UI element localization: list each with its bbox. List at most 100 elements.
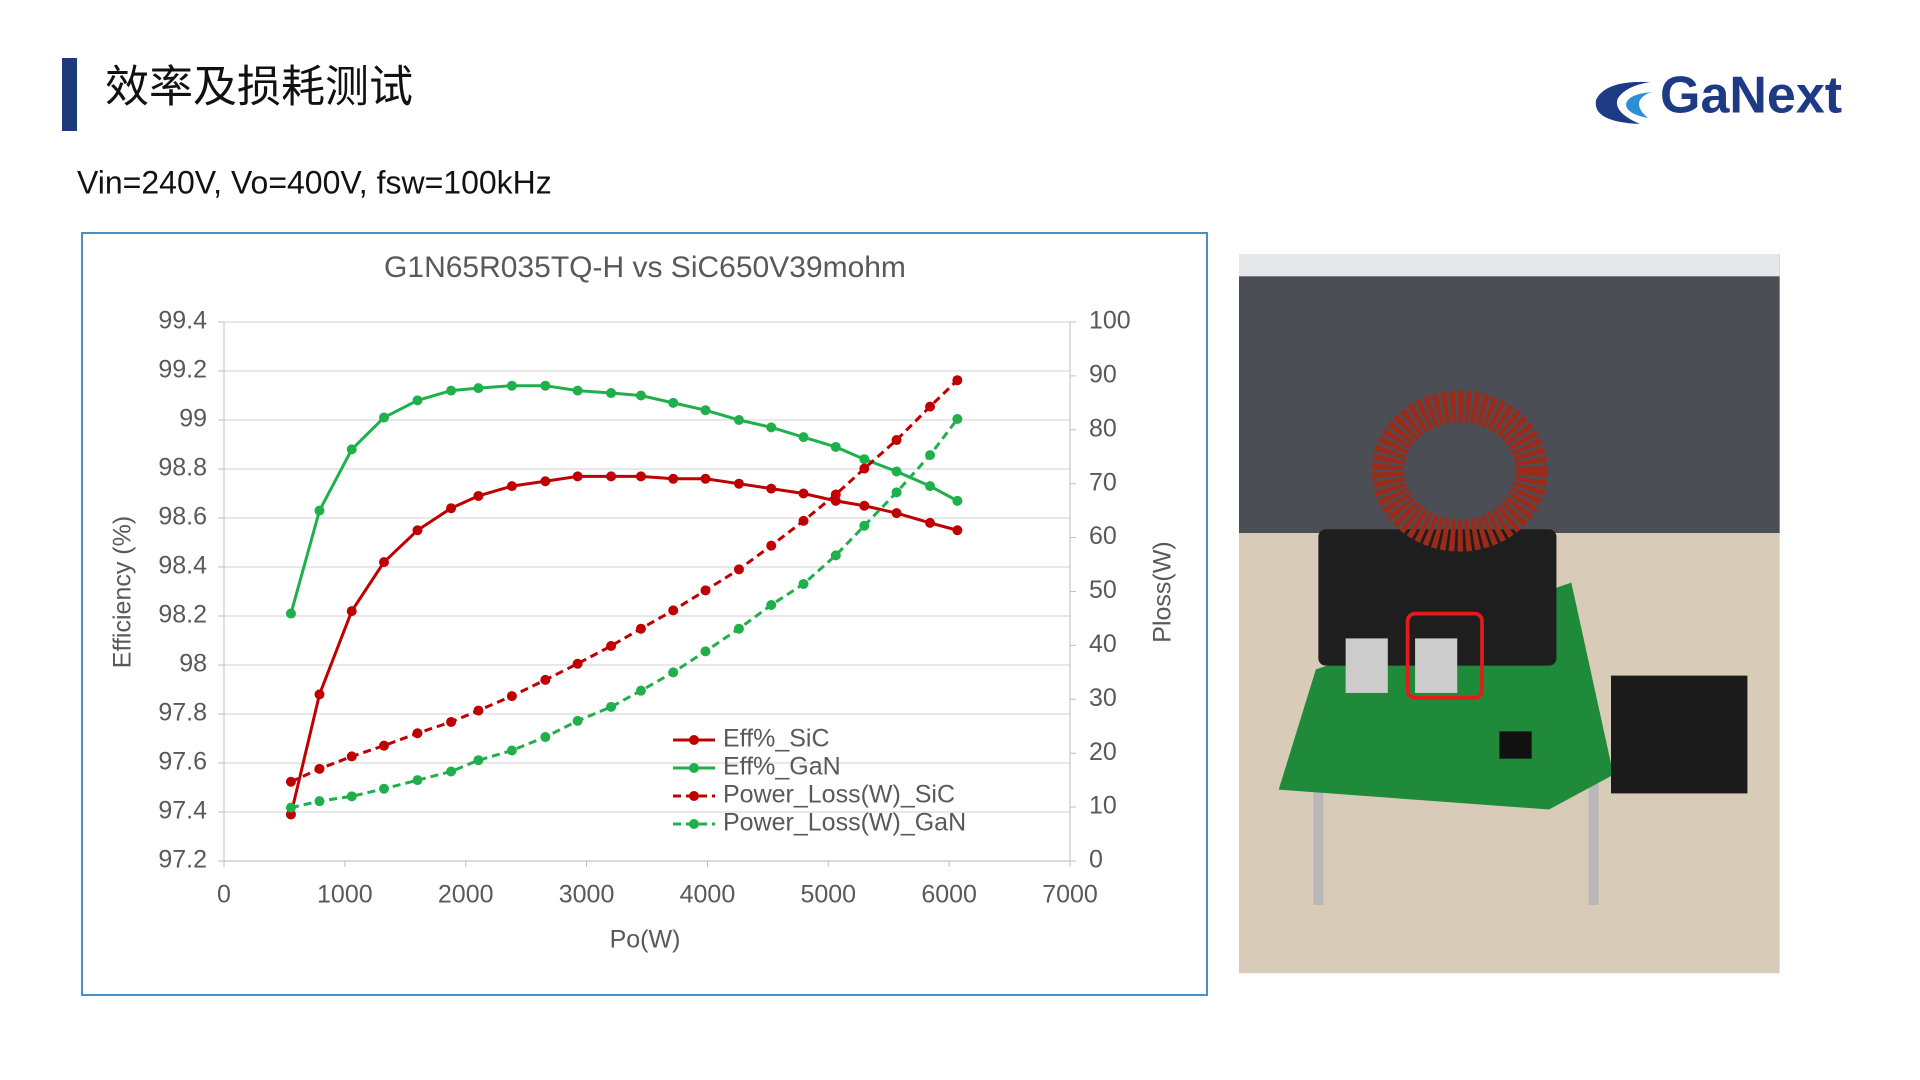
subtitle: Vin=240V, Vo=400V, fsw=100kHz	[77, 164, 552, 200]
x-tick-label: 2000	[438, 881, 494, 909]
data-point	[379, 557, 390, 568]
legend-label: Eff%_GaN	[723, 753, 841, 781]
data-point	[540, 732, 551, 743]
data-point	[733, 623, 744, 634]
data-point	[798, 488, 809, 499]
y-tick-label: 99	[179, 405, 207, 433]
data-point	[606, 471, 617, 482]
y2-tick-label: 60	[1089, 522, 1117, 550]
data-point	[314, 505, 325, 516]
legend-label: Power_Loss(W)_SiC	[723, 781, 955, 809]
data-point	[859, 520, 870, 531]
data-point	[346, 444, 357, 455]
data-point	[506, 481, 517, 492]
data-point	[830, 489, 841, 500]
logo-text: GaNext	[1660, 67, 1842, 125]
data-point	[346, 791, 357, 802]
data-point	[572, 385, 583, 396]
chart-title: G1N65R035TQ-H vs SiC650V39mohm	[384, 251, 906, 284]
x-tick-label: 3000	[559, 881, 615, 909]
y2-tick-label: 0	[1089, 846, 1103, 874]
x-tick-label: 0	[217, 881, 231, 909]
data-point	[766, 599, 777, 610]
x-axis-title: Po(W)	[610, 926, 681, 954]
data-point	[891, 487, 902, 498]
data-point	[733, 564, 744, 575]
data-point	[891, 508, 902, 519]
chart-frame	[81, 232, 1208, 996]
data-point	[668, 605, 679, 616]
photo	[1239, 254, 1780, 974]
series-line	[290, 418, 959, 810]
logo-swoosh	[1626, 92, 1652, 118]
y-tick-label: 98.6	[158, 503, 207, 531]
photo-whiteboard	[1239, 254, 1780, 277]
photo-jack	[1499, 731, 1532, 759]
data-point	[606, 388, 617, 399]
data-point	[830, 550, 841, 561]
y-tick-label: 97.6	[158, 748, 207, 776]
y2-tick-label: 40	[1089, 630, 1117, 658]
data-point	[379, 740, 390, 751]
data-point	[668, 397, 679, 408]
legend-marker	[689, 735, 699, 745]
data-point	[606, 701, 617, 712]
data-point	[859, 463, 870, 474]
x-tick-label: 5000	[800, 881, 856, 909]
photo-transistor	[1415, 638, 1458, 693]
x-tick-label: 7000	[1042, 881, 1098, 909]
data-point	[859, 500, 870, 511]
data-point	[766, 422, 777, 433]
y2-axis-title: Ploss(W)	[1149, 541, 1177, 642]
legend-label: Eff%_SiC	[723, 725, 830, 753]
data-point	[635, 471, 646, 482]
legend-marker	[689, 819, 699, 829]
data-point	[891, 435, 902, 446]
y2-tick-label: 10	[1089, 792, 1117, 820]
data-point	[285, 776, 296, 787]
data-point	[412, 728, 423, 739]
data-point	[379, 783, 390, 794]
photo-leg	[1588, 774, 1599, 905]
data-point	[952, 525, 963, 536]
data-point	[635, 623, 646, 634]
data-point	[540, 380, 551, 391]
logo-swoosh	[1595, 81, 1650, 124]
data-point	[506, 380, 517, 391]
data-point	[540, 674, 551, 685]
data-point	[859, 454, 870, 465]
data-point	[572, 658, 583, 669]
data-point	[952, 495, 963, 506]
data-point	[635, 685, 646, 696]
photo-transistor	[1345, 638, 1388, 693]
data-point	[473, 705, 484, 716]
data-point	[891, 466, 902, 477]
data-point	[700, 585, 711, 596]
y2-tick-label: 30	[1089, 684, 1117, 712]
plot: 97.2 97.4 97.6 97.8 98 98.2 98.4 98.6 98.8 99 99.2…	[158, 307, 1130, 909]
x-tick-label: 6000	[921, 881, 977, 909]
data-point	[379, 412, 390, 423]
data-point	[412, 775, 423, 786]
data-point	[446, 716, 457, 727]
data-point	[473, 383, 484, 394]
data-point	[506, 745, 517, 756]
data-point	[798, 432, 809, 443]
data-point	[314, 796, 325, 807]
data-point	[314, 689, 325, 700]
y2-tick-label: 100	[1089, 307, 1131, 335]
y2-tick-label: 20	[1089, 738, 1117, 766]
data-point	[412, 525, 423, 536]
data-point	[446, 503, 457, 514]
data-point	[925, 450, 936, 461]
data-point	[506, 691, 517, 702]
title-bar	[62, 58, 77, 131]
y-tick-label: 99.2	[158, 356, 207, 384]
data-point	[606, 640, 617, 651]
y-tick-label: 98.8	[158, 454, 207, 482]
photo-wall	[1239, 254, 1780, 533]
data-point	[540, 476, 551, 487]
y-tick-label: 98.2	[158, 601, 207, 629]
photo-highlight	[1405, 611, 1484, 700]
